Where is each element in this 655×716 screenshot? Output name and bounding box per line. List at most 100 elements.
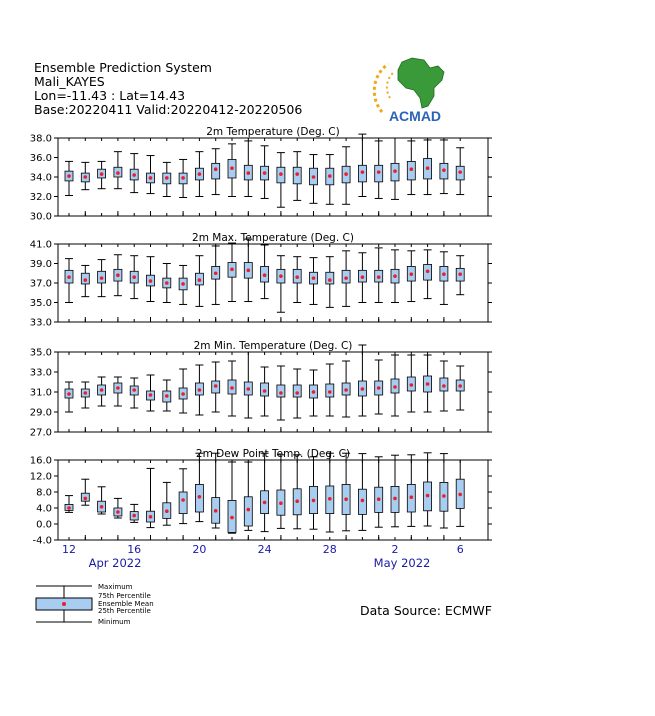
box-28 — [325, 154, 335, 205]
box-3 — [406, 354, 416, 413]
box-22 — [227, 242, 237, 303]
y-tick-label: 4.0 — [36, 504, 52, 515]
box-26 — [292, 368, 302, 419]
box-6 — [455, 255, 465, 296]
box-19 — [178, 264, 188, 305]
y-tick-label: 39.0 — [30, 259, 52, 270]
mean-dot — [442, 494, 446, 498]
mean-dot — [230, 515, 234, 520]
mean-dot — [197, 172, 202, 176]
y-tick-label: 27.0 — [30, 428, 52, 439]
box-29 — [341, 452, 351, 532]
box-23 — [243, 238, 253, 303]
mean-dot — [328, 390, 332, 394]
legend-minimum-label: Minimum — [98, 618, 131, 626]
box-12 — [64, 160, 74, 197]
mean-dot — [262, 171, 267, 175]
mean-dot — [83, 496, 88, 501]
header-title: Ensemble Prediction System — [34, 60, 212, 75]
mean-dot — [409, 383, 414, 387]
box-19 — [178, 158, 188, 198]
box-30 — [357, 453, 367, 531]
mean-dot — [246, 507, 251, 512]
mean-dot — [376, 497, 381, 502]
logo-text: ACMAD — [389, 108, 441, 124]
mean-dot — [165, 509, 169, 513]
y-tick-label: 38.0 — [30, 134, 52, 145]
chart-panel-2: 2m Max. Temperature (Deg. C) 41.0 39.0 37.0… — [30, 232, 492, 329]
box-15 — [113, 254, 123, 297]
box-14 — [97, 486, 106, 515]
mean-dot — [311, 390, 316, 394]
mean-dot — [458, 384, 463, 388]
box-22 — [227, 360, 237, 417]
x-tick-label: 12 — [62, 543, 76, 556]
box-27 — [309, 154, 318, 204]
header-coordinates: Lon=-11.43 : Lat=14.43 — [34, 88, 186, 103]
x-tick-label: 28 — [323, 543, 337, 556]
mean-dot — [262, 500, 267, 505]
mean-dot — [132, 388, 136, 392]
y-tick-label: 29.0 — [30, 408, 52, 419]
mean-dot — [213, 167, 218, 171]
box-17 — [146, 256, 155, 303]
box-13 — [80, 381, 90, 409]
box-17 — [146, 374, 155, 412]
mean-dot — [132, 275, 136, 279]
mean-dot — [328, 174, 332, 178]
mean-dot — [246, 171, 251, 175]
mean-dot — [344, 497, 348, 502]
mean-dot — [230, 386, 234, 390]
box-28 — [325, 452, 335, 533]
mean-dot — [344, 388, 348, 392]
chart-title: 2m Temperature (Deg. C) — [206, 126, 340, 138]
box-30 — [357, 252, 367, 303]
mean-dot — [116, 386, 120, 390]
acmad-logo: ACMAD — [372, 57, 445, 124]
mean-dot — [246, 268, 251, 273]
box-28 — [325, 363, 335, 417]
mean-dot — [279, 501, 283, 506]
box-1 — [374, 140, 384, 199]
y-tick-label: 12.0 — [30, 472, 52, 483]
y-tick-label: 8.0 — [36, 488, 52, 499]
mean-dot — [409, 272, 414, 277]
mean-dot — [393, 496, 397, 501]
mean-dot — [116, 510, 120, 514]
y-tick-label: 32.0 — [30, 192, 52, 203]
box-16 — [129, 255, 139, 300]
x-tick-label: 2 — [392, 543, 399, 556]
mean-dot — [197, 495, 202, 499]
mean-dot — [181, 176, 185, 180]
box-29 — [341, 250, 351, 307]
mean-dot — [360, 170, 365, 174]
mean-dot — [295, 172, 300, 176]
y-tick-label: 31.0 — [30, 388, 52, 399]
mean-dot — [197, 388, 202, 392]
legend-mean-dot — [62, 602, 66, 606]
box-4 — [423, 354, 433, 413]
box-26 — [292, 256, 302, 303]
header-base-valid: Base:20220411 Valid:20220412-20220506 — [34, 102, 303, 117]
mean-dot — [328, 278, 332, 282]
mean-dot — [393, 169, 397, 173]
box-12 — [64, 258, 74, 303]
box-20 — [194, 151, 204, 197]
box-24 — [260, 244, 270, 300]
y-tick-label: 30.0 — [30, 212, 52, 223]
box-3 — [406, 454, 416, 527]
mean-dot — [344, 276, 348, 280]
box-18 — [162, 481, 172, 526]
mean-dot — [165, 394, 169, 398]
mean-dot — [132, 173, 136, 177]
mean-dot — [360, 498, 365, 503]
mean-dot — [360, 387, 365, 391]
mean-dot — [165, 281, 169, 285]
box-16 — [129, 377, 139, 409]
plot-frame — [57, 243, 489, 323]
legend-p25-label: 25th Percentile — [98, 607, 151, 615]
box-21 — [211, 452, 221, 529]
chart-area: 2m Temperature (Deg. C) 38.0 36.0 34.0 32.0 3… — [30, 126, 492, 570]
box-5 — [439, 251, 449, 305]
legend-p75-label: 75th Percentile — [98, 592, 151, 600]
